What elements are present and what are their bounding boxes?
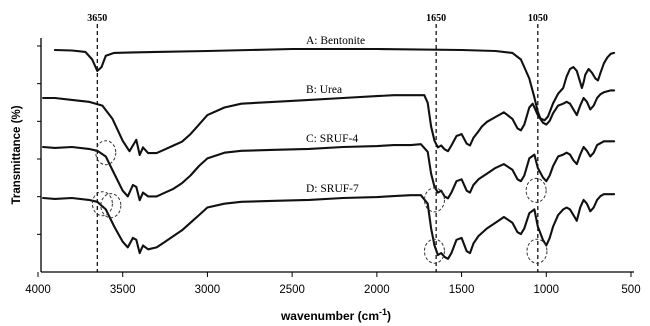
x-tick-label: 500 (621, 284, 640, 296)
reference-label-1050: 1050 (528, 13, 548, 24)
series-line-3 (42, 140, 616, 202)
series-line-2 (42, 89, 616, 157)
highlight-circle (100, 193, 122, 219)
series-line-4 (42, 193, 616, 260)
x-tick-label: 2500 (279, 284, 305, 296)
x-axis-label-close: ) (387, 309, 391, 323)
series-label-4: D: SRUF-7 (306, 183, 359, 195)
series-line-1 (53, 47, 616, 122)
y-axis-label: Transmittance (%) (11, 105, 23, 204)
highlight-circle (423, 187, 445, 213)
axes (40, 38, 634, 273)
reference-lines: 3650 1650 1050 (87, 13, 548, 272)
x-axis-label-superscript: -1 (379, 307, 387, 317)
y-ticks (37, 45, 41, 235)
reference-label-3650: 3650 (87, 13, 107, 24)
x-tick-label: 4000 (25, 284, 51, 296)
highlight-circle (525, 177, 547, 203)
reference-label-1650: 1650 (426, 13, 446, 24)
highlight-circle (91, 191, 113, 217)
series-label-2: B: Urea (306, 84, 342, 96)
highlight-circle (423, 238, 445, 264)
highlight-circle (95, 140, 117, 166)
x-axis-label-main: wavenumber (cm (280, 309, 379, 323)
x-tick-label: 2000 (364, 284, 390, 296)
x-tick-label: 3500 (110, 284, 136, 296)
highlight-circles (91, 140, 548, 264)
x-tick-label: 1500 (449, 284, 475, 296)
series-labels: A: Bentonite B: Urea C: SRUF-4 D: SRUF-7 (306, 35, 365, 195)
x-ticks: 4000 3500 3000 2500 2000 1500 1000 500 (25, 272, 641, 296)
x-tick-label: 1000 (533, 284, 559, 296)
series-group (42, 47, 616, 260)
series-label-3: C: SRUF-4 (306, 133, 358, 145)
series-label-1: A: Bentonite (306, 35, 365, 47)
highlight-circle (526, 238, 548, 264)
x-axis-label: wavenumber (cm-1) (280, 307, 391, 323)
x-tick-label: 3000 (195, 284, 221, 296)
